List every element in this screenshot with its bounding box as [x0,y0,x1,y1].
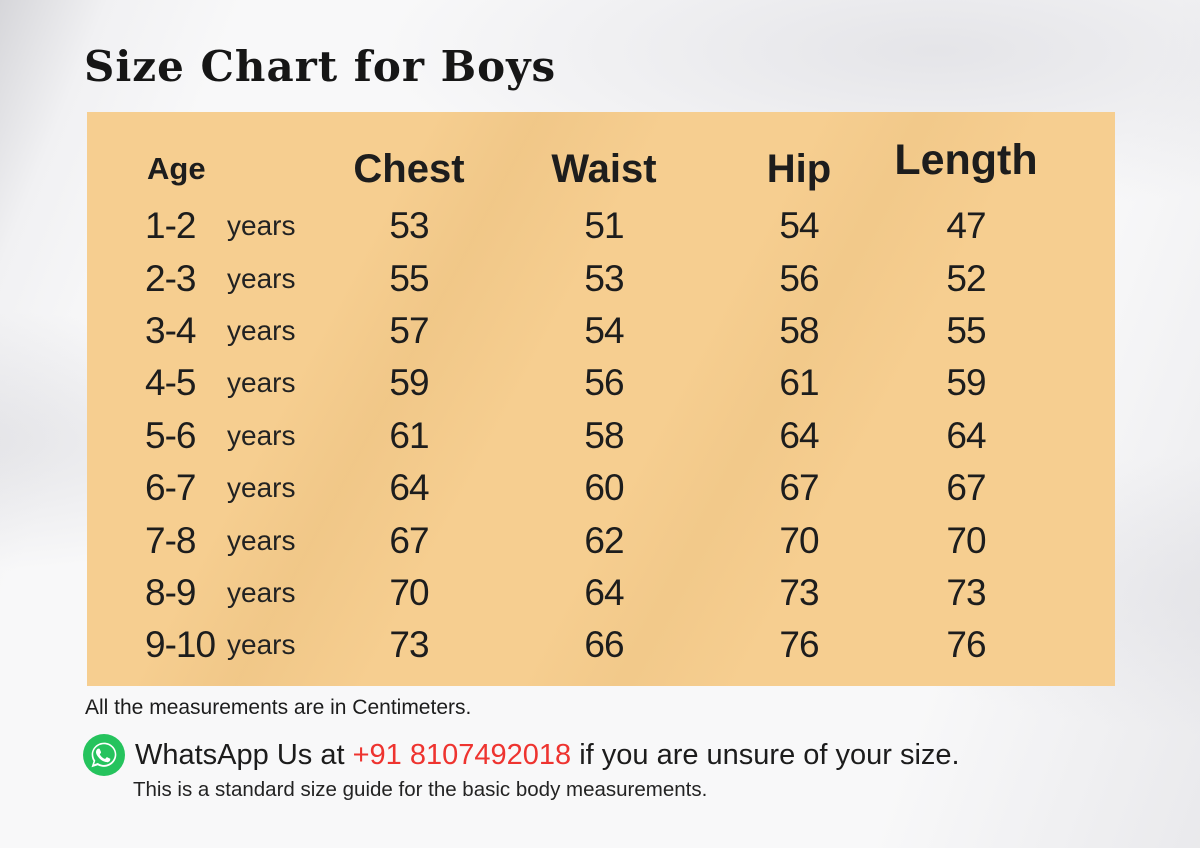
header-waist: Waist [551,146,657,191]
table-row: 9-10 years 73 66 76 76 [145,619,1115,671]
whatsapp-icon[interactable] [83,734,125,776]
hip-value: 76 [779,624,819,666]
age-range: 9-10 [145,624,216,666]
chest-value: 57 [389,309,429,351]
years-label: years [227,419,296,451]
header-age: Age [147,151,206,186]
whatsapp-text: WhatsApp Us at +91 8107492018 if you are… [135,739,960,772]
chest-value: 67 [389,519,429,561]
years-label: years [227,576,296,608]
hip-value: 61 [779,362,819,404]
years-label: years [227,472,296,504]
length-value: 67 [946,467,986,509]
length-value: 52 [946,257,986,299]
table-row: 1-2 years 53 51 54 47 [145,200,1115,252]
age-range: 3-4 [145,309,196,351]
whatsapp-prefix: WhatsApp Us at [135,738,353,771]
table-row: 5-6 years 61 58 64 64 [145,410,1115,462]
age-range: 5-6 [145,414,196,456]
age-range: 1-2 [145,205,196,247]
hip-value: 58 [779,309,819,351]
page-title: Size Chart for Boys [84,42,557,91]
table-header-row: Age Chest Waist Hip Length [145,135,1115,200]
whatsapp-contact-row: WhatsApp Us at +91 8107492018 if you are… [83,734,960,776]
chest-value: 64 [389,467,429,509]
years-label: years [227,210,296,242]
size-chart-panel: Age Chest Waist Hip Length 1-2 years 53 … [87,112,1115,686]
standard-guide-note: This is a standard size guide for the ba… [133,778,708,801]
length-value: 64 [946,414,986,456]
hip-value: 56 [779,257,819,299]
waist-value: 58 [584,414,624,456]
age-range: 2-3 [145,257,196,299]
header-hip: Hip [766,146,832,191]
hip-value: 67 [779,467,819,509]
waist-value: 54 [584,309,624,351]
header-chest: Chest [353,146,465,191]
length-value: 73 [946,571,986,613]
waist-value: 56 [584,362,624,404]
years-label: years [227,314,296,346]
hip-value: 54 [779,205,819,247]
whatsapp-suffix: if you are unsure of your size. [571,738,960,771]
header-length: Length [894,135,1038,184]
table-row: 3-4 years 57 54 58 55 [145,305,1115,357]
length-value: 76 [946,624,986,666]
length-value: 59 [946,362,986,404]
hip-value: 73 [779,571,819,613]
length-value: 47 [946,205,986,247]
table-row: 2-3 years 55 53 56 52 [145,252,1115,304]
waist-value: 62 [584,519,624,561]
chest-value: 61 [389,414,429,456]
phone-number[interactable]: +91 8107492018 [352,738,572,771]
chest-value: 73 [389,624,429,666]
length-value: 70 [946,519,986,561]
chest-value: 55 [389,257,429,299]
table-row: 6-7 years 64 60 67 67 [145,462,1115,514]
age-range: 6-7 [145,467,196,509]
units-note: All the measurements are in Centimeters. [85,696,472,719]
hip-value: 64 [779,414,819,456]
length-value: 55 [946,309,986,351]
age-range: 4-5 [145,362,196,404]
years-label: years [227,524,296,556]
waist-value: 53 [584,257,624,299]
years-label: years [227,367,296,399]
waist-value: 66 [584,624,624,666]
age-range: 7-8 [145,519,196,561]
years-label: years [227,629,296,661]
table-row: 7-8 years 67 62 70 70 [145,514,1115,566]
chest-value: 70 [389,571,429,613]
table-row: 4-5 years 59 56 61 59 [145,357,1115,409]
waist-value: 60 [584,467,624,509]
years-label: years [227,262,296,294]
age-range: 8-9 [145,571,196,613]
waist-value: 51 [584,205,624,247]
chest-value: 53 [389,205,429,247]
table-row: 8-9 years 70 64 73 73 [145,567,1115,619]
hip-value: 70 [779,519,819,561]
waist-value: 64 [584,571,624,613]
chest-value: 59 [389,362,429,404]
